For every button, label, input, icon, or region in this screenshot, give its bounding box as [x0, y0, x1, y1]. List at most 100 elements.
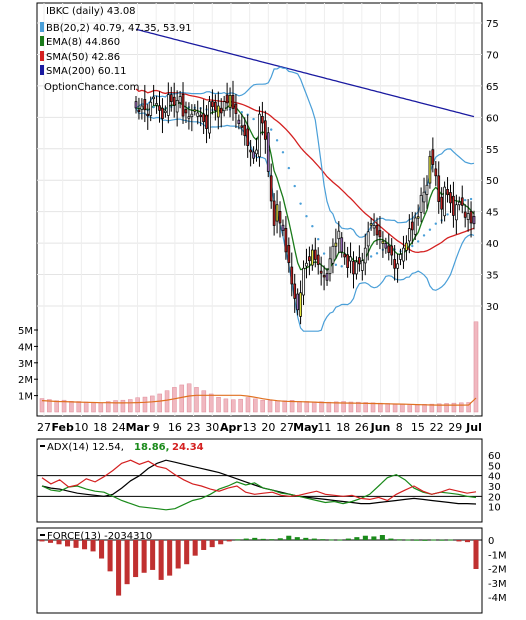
candle-body: [205, 114, 208, 130]
candle-body: [472, 216, 476, 225]
candle-body: [369, 223, 373, 226]
volume-bar: [466, 402, 471, 413]
bb-middle-dot: [317, 238, 320, 241]
volume-bar: [400, 403, 405, 413]
force-bar: [260, 538, 266, 540]
adx-panel-frame: [36, 438, 483, 523]
candle-body: [222, 101, 226, 112]
candle-body: [352, 260, 355, 275]
candle-body: [152, 96, 155, 100]
volume-bar: [341, 401, 346, 413]
force-bar: [345, 538, 351, 540]
candle-body: [334, 242, 338, 247]
x-axis-label: 8: [396, 421, 403, 434]
volume-bar: [319, 401, 324, 413]
volume-bar: [348, 401, 354, 413]
force-bar: [82, 540, 88, 550]
candle-body: [319, 270, 323, 274]
candle-body: [225, 94, 229, 104]
volume-bar: [179, 384, 185, 413]
candle-body: [231, 94, 235, 109]
force-bar: [473, 540, 479, 569]
candle-body: [255, 149, 258, 155]
candle-body: [305, 262, 308, 267]
bb-middle-dot: [281, 151, 285, 154]
volume-bar: [451, 402, 457, 413]
legend-sma50-swatch: [40, 51, 44, 61]
candle-body: [219, 107, 223, 114]
price-tick-labels: 30 35 40 45 50 55 60 65 70 75: [486, 19, 499, 313]
force-bar: [303, 537, 309, 540]
force-bar: [56, 540, 62, 545]
volume-bar: [444, 403, 449, 413]
candle-body: [434, 168, 438, 177]
candle-body: [316, 254, 320, 265]
candle-body: [290, 266, 294, 285]
candle-body: [337, 230, 341, 240]
candle-body: [469, 211, 473, 224]
force-bar: [226, 540, 232, 542]
bb-middle-dot: [416, 240, 420, 243]
force-bar: [379, 535, 385, 540]
candle-body: [390, 245, 394, 256]
bb-middle-dot: [411, 244, 414, 248]
x-axis-label: Jul: [465, 421, 482, 434]
candle-body: [452, 195, 455, 216]
volume-bar: [157, 393, 162, 413]
force-bar: [47, 540, 54, 543]
x-axis-label: 18: [336, 421, 350, 434]
x-axis-label: 24: [112, 421, 126, 434]
x-axis-label: 20: [261, 421, 275, 434]
candle-body: [161, 107, 164, 119]
force-bar: [133, 540, 139, 578]
candle-body: [166, 94, 170, 116]
force-bar: [192, 540, 198, 556]
candle-body: [437, 175, 441, 202]
volume-tick-labels: 1M 2M 3M 4M 5M: [18, 326, 38, 403]
candle-body: [169, 94, 173, 102]
candle-body: [440, 196, 444, 210]
force-tick-label: -2M: [488, 565, 507, 576]
x-axis-label: 18: [93, 421, 107, 434]
candle-body: [263, 120, 267, 140]
force-bar: [362, 535, 368, 540]
candle-body: [313, 249, 317, 260]
candle-body: [175, 100, 179, 113]
adx-tick-label: 50: [488, 461, 501, 472]
candle-body: [266, 132, 270, 172]
volume-bar: [208, 393, 214, 413]
volume-bar: [105, 401, 111, 413]
bb-middle-dot: [434, 222, 437, 225]
force-tick-label: -3M: [488, 579, 507, 590]
force-bar: [447, 539, 453, 541]
candle-body: [240, 125, 244, 128]
volume-bars: [39, 321, 479, 413]
candle-body: [384, 243, 388, 249]
force-bar: [413, 539, 419, 541]
x-axis-label: 9: [153, 421, 160, 434]
adx-tick-label: 20: [488, 492, 501, 503]
candle-body: [407, 228, 411, 242]
candle-body: [193, 109, 197, 112]
price-tick-label: 75: [486, 19, 499, 30]
volume-bar: [385, 403, 390, 413]
candle-body: [428, 155, 432, 184]
candle-body: [372, 225, 376, 229]
price-tick-label: 50: [486, 176, 499, 187]
force-bar: [243, 538, 249, 540]
volume-bar: [164, 390, 170, 413]
force-bar: [184, 540, 190, 565]
candle-body: [284, 227, 288, 253]
candle-body: [261, 116, 264, 124]
volume-average-line: [41, 394, 477, 406]
sma50-line: [135, 88, 475, 254]
x-axis-label: 30: [205, 421, 219, 434]
volume-bar: [172, 387, 177, 413]
force-bar: [141, 540, 147, 573]
volume-bar: [245, 397, 251, 413]
force-bar: [320, 539, 326, 541]
x-axis-label: Jun: [370, 421, 391, 434]
candle-body: [381, 240, 385, 244]
